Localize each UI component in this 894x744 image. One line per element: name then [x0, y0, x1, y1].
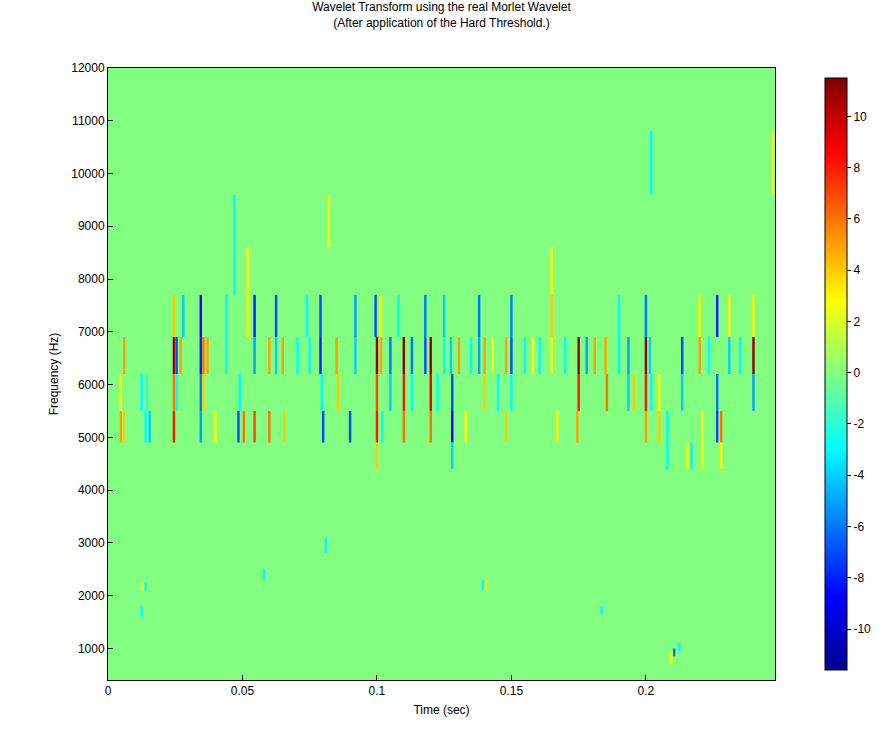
svg-text:-10: -10: [853, 622, 871, 636]
svg-text:-6: -6: [853, 520, 864, 534]
svg-text:10000: 10000: [71, 167, 105, 181]
svg-text:0.1: 0.1: [369, 684, 386, 698]
svg-text:9000: 9000: [78, 219, 105, 233]
svg-text:8000: 8000: [78, 272, 105, 286]
svg-text:-4: -4: [853, 468, 864, 482]
svg-text:2: 2: [853, 315, 860, 329]
svg-text:0.15: 0.15: [500, 684, 524, 698]
svg-text:3000: 3000: [78, 536, 105, 550]
svg-text:-8: -8: [853, 571, 864, 585]
svg-text:Time (sec): Time (sec): [413, 703, 469, 717]
svg-text:10: 10: [853, 110, 867, 124]
svg-text:Wavelet Transform using the re: Wavelet Transform using the real Morlet …: [312, 0, 571, 30]
svg-text:0.2: 0.2: [638, 684, 655, 698]
svg-text:0: 0: [105, 684, 112, 698]
svg-text:0: 0: [853, 366, 860, 380]
svg-text:11000: 11000: [72, 114, 105, 128]
svg-text:4: 4: [853, 263, 860, 277]
svg-text:6000: 6000: [78, 378, 105, 392]
svg-text:8: 8: [853, 161, 860, 175]
svg-text:0.05: 0.05: [231, 684, 255, 698]
svg-text:12000: 12000: [71, 61, 105, 75]
svg-text:2000: 2000: [78, 589, 105, 603]
svg-text:-2: -2: [853, 417, 864, 431]
svg-text:4000: 4000: [78, 483, 105, 497]
svg-text:7000: 7000: [78, 325, 105, 339]
svg-text:Frequency (Hz): Frequency (Hz): [47, 333, 61, 416]
svg-text:6: 6: [853, 212, 860, 226]
svg-text:1000: 1000: [78, 642, 105, 656]
svg-text:5000: 5000: [78, 431, 105, 445]
